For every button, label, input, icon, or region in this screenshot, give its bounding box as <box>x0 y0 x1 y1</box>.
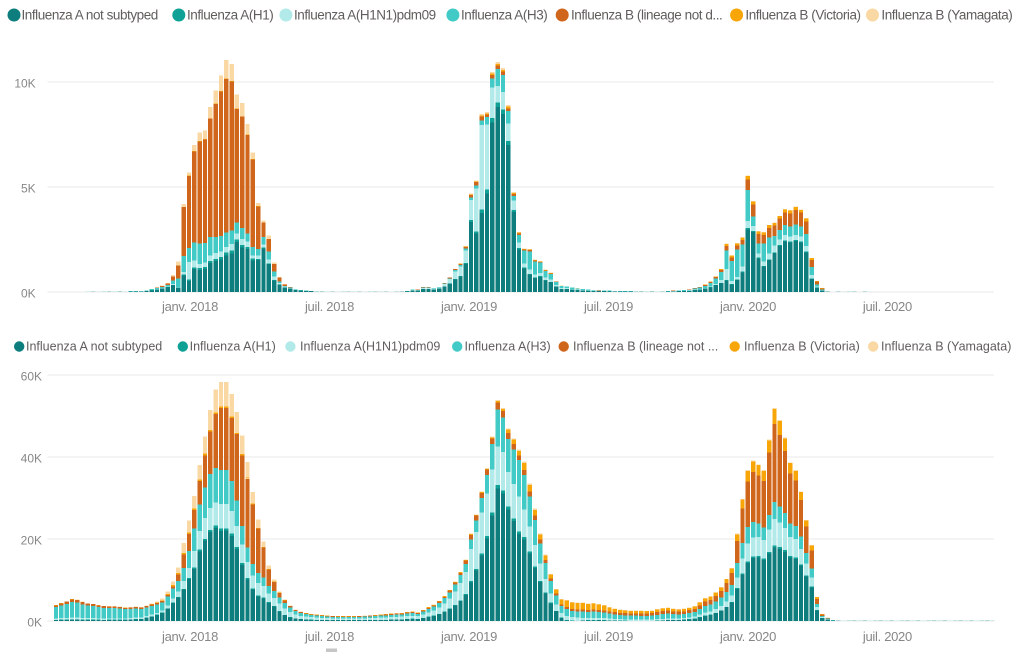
svg-text:Influenza A not subtyped: Influenza A not subtyped <box>26 340 162 354</box>
svg-text:juil. 2019: juil. 2019 <box>583 299 633 314</box>
svg-text:juil. 2018: juil. 2018 <box>304 629 354 644</box>
svg-text:Influenza A(H3): Influenza A(H3) <box>465 340 551 354</box>
svg-text:janv. 2018: janv. 2018 <box>161 299 218 314</box>
svg-text:janv. 2020: janv. 2020 <box>719 299 776 314</box>
svg-text:60K: 60K <box>21 370 42 384</box>
svg-text:janv. 2019: janv. 2019 <box>440 629 497 644</box>
svg-text:40K: 40K <box>21 452 42 466</box>
svg-text:janv. 2019: janv. 2019 <box>440 299 497 314</box>
svg-text:Influenza A(H1): Influenza A(H1) <box>187 8 273 23</box>
svg-text:Influenza B (Yamagata): Influenza B (Yamagata) <box>881 340 1011 354</box>
svg-text:Influenza A not subtyped: Influenza A not subtyped <box>22 8 158 23</box>
svg-text:juil. 2020: juil. 2020 <box>862 629 912 644</box>
svg-text:janv. 2018: janv. 2018 <box>161 629 218 644</box>
svg-text:Influenza A(H1): Influenza A(H1) <box>190 340 276 354</box>
svg-text:5K: 5K <box>21 182 36 196</box>
svg-text:Influenza B (Victoria): Influenza B (Victoria) <box>745 8 860 23</box>
svg-text:juil. 2020: juil. 2020 <box>862 299 912 314</box>
svg-text:Influenza B (Yamagata): Influenza B (Yamagata) <box>881 8 1012 23</box>
svg-text:0K: 0K <box>27 616 42 630</box>
svg-text:Influenza A(H3): Influenza A(H3) <box>461 8 547 23</box>
svg-text:Influenza B (lineage not ...: Influenza B (lineage not ... <box>573 340 718 354</box>
svg-text:Influenza A(H1N1)pdm09: Influenza A(H1N1)pdm09 <box>300 340 440 354</box>
svg-text:janv. 2020: janv. 2020 <box>719 629 776 644</box>
svg-text:Influenza B (lineage not d...: Influenza B (lineage not d... <box>571 8 722 23</box>
svg-text:0K: 0K <box>21 287 36 301</box>
svg-text:juil. 2019: juil. 2019 <box>583 629 633 644</box>
svg-text:Influenza B (Victoria): Influenza B (Victoria) <box>744 340 860 354</box>
svg-text:juil. 2018: juil. 2018 <box>304 299 354 314</box>
svg-text:20K: 20K <box>21 534 42 548</box>
svg-text:10K: 10K <box>14 77 35 91</box>
svg-text:Influenza A(H1N1)pdm09: Influenza A(H1N1)pdm09 <box>294 8 436 23</box>
